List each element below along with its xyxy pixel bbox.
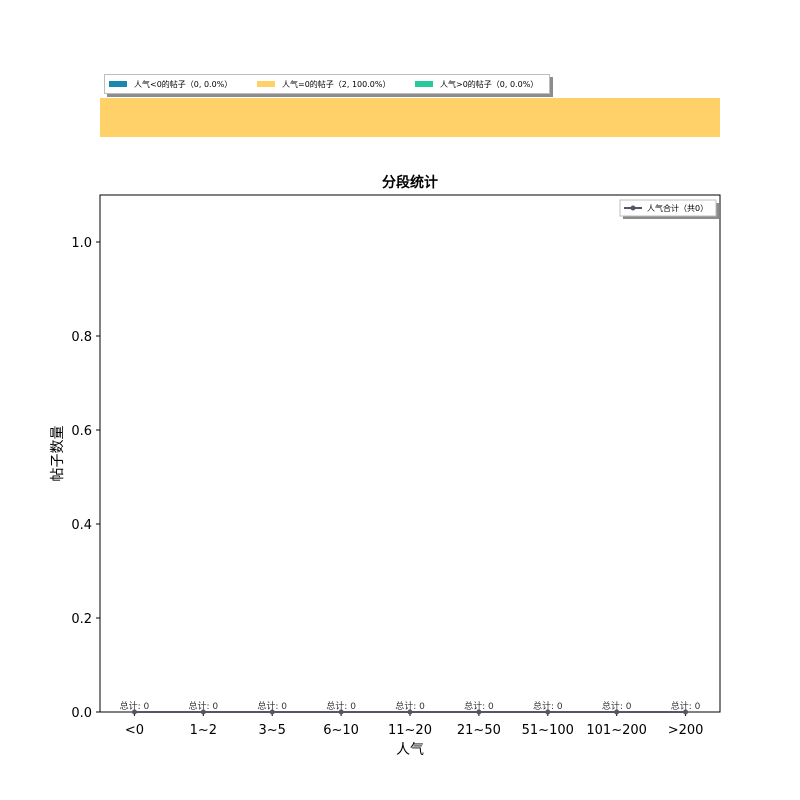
legend-swatch-negative: [109, 81, 127, 87]
y-tick-label: 0.0: [71, 706, 92, 721]
x-tick-label: 1~2: [190, 723, 217, 738]
data-point: [269, 709, 275, 715]
data-label: 总计: 0: [602, 700, 632, 712]
data-label: 总计: 0: [257, 700, 287, 712]
chart-title: 分段统计: [382, 174, 438, 191]
data-point: [545, 709, 551, 715]
legend-series-label: 人气合计（共0）: [647, 203, 708, 213]
data-point: [338, 709, 344, 715]
ratio-segment-zero: [100, 98, 720, 137]
x-tick-label: <0: [125, 723, 144, 738]
legend-entry-zero: 人气=0的帖子（2, 100.0%）: [257, 79, 415, 90]
y-tick-label: 0.2: [71, 612, 92, 627]
data-label: 总计: 0: [533, 700, 563, 712]
data-point: [614, 709, 620, 715]
data-label: 总计: 0: [395, 700, 425, 712]
data-label: 总计: 0: [189, 700, 219, 712]
data-label: 总计: 0: [671, 700, 701, 712]
legend-swatch-positive: [415, 81, 433, 87]
x-tick-label: >200: [668, 723, 704, 738]
y-tick-label: 1.0: [71, 236, 92, 251]
data-label: 总计: 0: [120, 700, 150, 712]
y-axis-label: 帖子数量: [50, 426, 66, 482]
plot-frame: [99, 194, 721, 713]
legend-swatch-zero: [257, 81, 275, 87]
x-tick-label: 101~200: [586, 723, 647, 738]
x-axis-label: 人气: [396, 742, 424, 758]
data-point: [476, 709, 482, 715]
data-label: 总计: 0: [464, 700, 494, 712]
ratio-stacked-bar: [100, 98, 720, 137]
x-tick-label: 6~10: [323, 723, 359, 738]
data-point: [200, 709, 206, 715]
legend-label-positive: 人气>0的帖子（0, 0.0%）: [440, 79, 539, 89]
data-label: 总计: 0: [326, 700, 356, 712]
legend-marker: [630, 205, 636, 211]
ratio-legend: 人气<0的帖子（0, 0.0%） 人气=0的帖子（2, 100.0%） 人气>0…: [104, 74, 550, 94]
y-tick-label: 0.6: [71, 424, 92, 439]
data-point: [131, 709, 137, 715]
y-tick-label: 0.8: [71, 330, 92, 345]
legend-label-zero: 人气=0的帖子（2, 100.0%）: [282, 79, 391, 89]
data-point: [407, 709, 413, 715]
legend-entry-positive: 人气>0的帖子（0, 0.0%）: [415, 79, 545, 90]
y-tick-label: 0.4: [71, 518, 92, 533]
x-tick-label: 51~100: [522, 723, 574, 738]
series-legend: [619, 199, 717, 217]
x-tick-label: 11~20: [388, 723, 432, 738]
legend-entry-negative: 人气<0的帖子（0, 0.0%）: [105, 79, 257, 90]
x-tick-label: 3~5: [259, 723, 286, 738]
data-point: [683, 709, 689, 715]
legend-label-negative: 人气<0的帖子（0, 0.0%）: [134, 79, 233, 89]
x-tick-label: 21~50: [457, 723, 501, 738]
